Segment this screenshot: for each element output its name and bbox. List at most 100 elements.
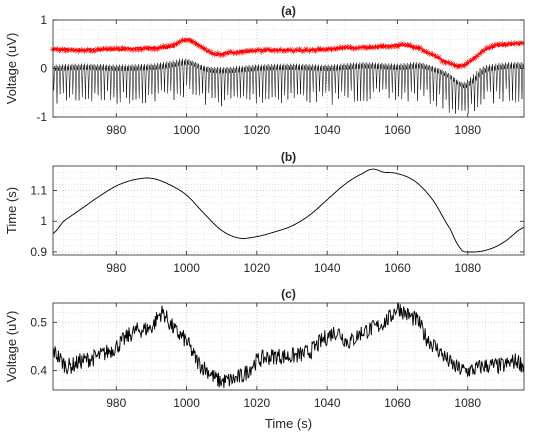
x-axis-label: Time (s) xyxy=(265,416,312,431)
star-marker xyxy=(233,50,240,57)
star-marker xyxy=(252,47,259,54)
star-marker xyxy=(303,46,310,53)
x-tick-label: 1080 xyxy=(454,123,481,137)
star-marker xyxy=(97,46,104,53)
star-marker xyxy=(350,45,357,52)
star-marker xyxy=(217,52,224,59)
star-marker xyxy=(230,49,237,56)
star-marker xyxy=(170,41,177,48)
star-marker xyxy=(344,43,351,50)
star-marker xyxy=(284,47,291,54)
y-tick-label: 0 xyxy=(40,62,47,76)
star-marker xyxy=(290,48,297,55)
star-marker xyxy=(334,45,341,52)
star-marker xyxy=(280,48,287,55)
panel-title: (a) xyxy=(281,4,296,18)
star-marker xyxy=(328,46,335,53)
star-marker xyxy=(106,45,113,52)
star-marker xyxy=(401,41,408,48)
star-marker xyxy=(189,38,196,45)
star-marker xyxy=(116,46,123,53)
series-line-0 xyxy=(52,302,525,389)
star-marker xyxy=(407,42,414,49)
axes-box xyxy=(52,302,525,391)
star-marker xyxy=(439,58,446,65)
star-marker xyxy=(499,41,506,48)
star-marker xyxy=(356,44,363,51)
star-marker xyxy=(518,40,525,47)
panel-title: (c) xyxy=(281,287,296,301)
star-marker xyxy=(420,47,427,54)
star-marker xyxy=(246,47,253,54)
x-tick-label: 1000 xyxy=(173,123,200,137)
star-marker xyxy=(154,45,161,52)
star-marker xyxy=(182,37,189,44)
y-tick-label: 1 xyxy=(40,214,47,228)
star-marker xyxy=(318,46,325,53)
star-marker xyxy=(473,53,480,60)
axes-box xyxy=(52,165,525,256)
y-tick-label: 1 xyxy=(40,13,47,27)
star-marker xyxy=(72,47,79,54)
star-marker xyxy=(68,46,75,53)
star-marker xyxy=(265,46,272,53)
star-marker xyxy=(249,47,256,54)
star-marker xyxy=(492,41,499,48)
x-tick-label: 1060 xyxy=(384,261,411,275)
x-tick-label: 1060 xyxy=(384,123,411,137)
star-marker xyxy=(277,46,284,53)
star-marker xyxy=(220,51,227,58)
star-marker xyxy=(429,51,436,58)
x-tick-label: 1020 xyxy=(244,396,271,410)
star-marker xyxy=(125,46,132,53)
star-marker xyxy=(81,47,88,54)
y-axis-label: Time (s) xyxy=(4,187,19,234)
star-marker xyxy=(214,50,221,57)
star-marker xyxy=(87,47,94,54)
star-marker xyxy=(508,40,515,47)
star-marker xyxy=(511,40,518,47)
star-marker xyxy=(91,48,98,55)
star-marker xyxy=(157,44,164,51)
star-marker xyxy=(84,46,91,53)
star-marker xyxy=(227,48,234,55)
star-marker xyxy=(416,44,423,51)
star-marker xyxy=(505,40,512,47)
x-tick-label: 980 xyxy=(106,261,126,275)
star-marker xyxy=(65,46,72,53)
y-tick-label: 0.5 xyxy=(30,315,47,329)
star-marker xyxy=(94,46,101,53)
star-marker xyxy=(144,44,151,51)
star-marker xyxy=(208,49,215,56)
star-marker xyxy=(198,44,205,51)
star-marker xyxy=(75,47,82,54)
series-markers-1 xyxy=(50,37,525,70)
star-marker xyxy=(432,53,439,60)
star-marker xyxy=(119,44,126,51)
star-marker xyxy=(271,47,278,54)
star-marker xyxy=(113,45,120,52)
x-tick-label: 1020 xyxy=(244,261,271,275)
y-axis-label: Voltage (uV) xyxy=(4,33,19,105)
star-marker xyxy=(211,51,218,58)
star-marker xyxy=(129,46,136,53)
star-marker xyxy=(223,49,230,56)
star-marker xyxy=(369,44,376,51)
y-tick-label: -1 xyxy=(36,110,47,124)
star-marker xyxy=(195,42,202,49)
star-marker xyxy=(372,44,379,51)
star-marker xyxy=(404,42,411,49)
star-marker xyxy=(467,57,474,64)
star-marker xyxy=(454,63,461,70)
star-marker xyxy=(515,40,522,47)
star-marker xyxy=(296,46,303,53)
star-marker xyxy=(59,46,66,53)
star-marker xyxy=(410,44,417,51)
chart-panel-0: 980 1000 1020 1040 1060 1080 -1 0 1 (a) Voltage (u… xyxy=(4,4,525,137)
star-marker xyxy=(375,43,382,50)
star-marker xyxy=(341,44,348,51)
star-marker xyxy=(502,41,509,48)
star-marker xyxy=(464,59,471,66)
y-tick-label: 1.1 xyxy=(30,184,47,198)
